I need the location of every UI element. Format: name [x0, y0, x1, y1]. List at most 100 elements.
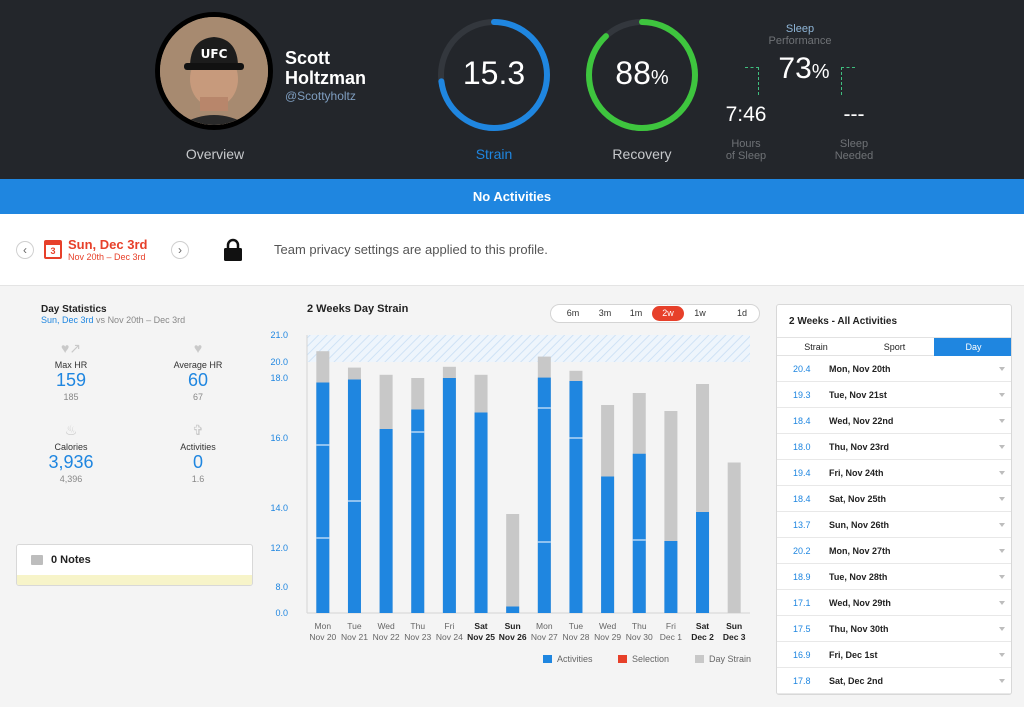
x-tick-day: Wed: [377, 621, 395, 631]
activity-row[interactable]: 17.8 Sat, Dec 2nd: [777, 668, 1011, 694]
activity-bar[interactable]: [474, 412, 488, 614]
range-2w-button[interactable]: 2w: [652, 306, 684, 321]
x-tick-day: Sun: [726, 621, 742, 631]
x-tick-date: Nov 21: [341, 632, 368, 642]
x-tick-date: Nov 29: [594, 632, 621, 642]
legend-swatch: [543, 655, 552, 663]
chevron-down-icon[interactable]: [999, 393, 1005, 397]
lock-icon: [223, 238, 243, 262]
x-tick-date: Nov 25: [467, 632, 495, 642]
legend-selection: Selection: [618, 654, 669, 664]
strain-gauge[interactable]: 15.3: [436, 17, 552, 133]
row-strain: 18.9: [793, 572, 811, 582]
x-tick-day: Thu: [410, 621, 425, 631]
stat-calories: ♨ Calories 3,936 4,396: [26, 422, 116, 484]
chevron-down-icon[interactable]: [999, 679, 1005, 683]
activity-row[interactable]: 20.4 Mon, Nov 20th: [777, 356, 1011, 382]
notes-input-bar[interactable]: [17, 575, 252, 585]
note-icon: [31, 555, 43, 565]
max-strain-band: [307, 335, 750, 362]
y-tick-label: 20.0: [270, 357, 288, 367]
prev-day-button[interactable]: ‹: [16, 241, 34, 259]
chevron-down-icon[interactable]: [999, 601, 1005, 605]
row-date: Fri, Dec 1st: [829, 650, 878, 660]
y-tick-label: 16.0: [270, 433, 288, 443]
chevron-down-icon[interactable]: [999, 445, 1005, 449]
calendar-icon[interactable]: 3: [44, 240, 62, 259]
activity-bar[interactable]: [411, 409, 425, 614]
chevron-down-icon[interactable]: [999, 549, 1005, 553]
avatar[interactable]: UFC: [155, 12, 273, 130]
recovery-value: 88%: [615, 55, 669, 91]
activity-row[interactable]: 18.9 Tue, Nov 28th: [777, 564, 1011, 590]
all-activities-panel: 2 Weeks - All Activities Strain Sport Da…: [776, 304, 1012, 695]
activity-row[interactable]: 17.1 Wed, Nov 29th: [777, 590, 1011, 616]
x-tick-date: Dec 1: [660, 632, 682, 642]
strain-label[interactable]: Strain: [475, 146, 513, 162]
row-date: Tue, Nov 21st: [829, 390, 887, 400]
activity-row[interactable]: 13.7 Sun, Nov 26th: [777, 512, 1011, 538]
row-strain: 20.2: [793, 546, 811, 556]
selected-date[interactable]: Sun, Dec 3rd: [68, 237, 148, 252]
activity-bar[interactable]: [506, 606, 520, 614]
chevron-down-icon[interactable]: [999, 471, 1005, 475]
activity-row[interactable]: 18.4 Wed, Nov 22nd: [777, 408, 1011, 434]
strain-ring: [438, 19, 550, 131]
heart-icon: ♥: [193, 340, 203, 356]
range-1w-button[interactable]: 1w: [694, 308, 706, 318]
date-navigation-bar: ‹ 3 Sun, Dec 3rd Nov 20th – Dec 3rd › Te…: [0, 214, 1024, 286]
profile-name: Scott Holtzman: [285, 48, 366, 88]
activity-bar[interactable]: [316, 382, 330, 614]
range-1d-button[interactable]: 1d: [736, 308, 747, 318]
sleep-performance-title: Sleep Performance: [768, 23, 832, 47]
x-tick-date: Nov 24: [436, 632, 463, 642]
chevron-down-icon[interactable]: [999, 627, 1005, 631]
chevron-down-icon[interactable]: [999, 367, 1005, 371]
activity-bar[interactable]: [696, 512, 710, 613]
activity-bar[interactable]: [442, 378, 456, 613]
chevron-down-icon[interactable]: [999, 575, 1005, 579]
activity-bar[interactable]: [664, 541, 678, 613]
activity-bar[interactable]: [347, 379, 361, 614]
range-6m-button[interactable]: 6m: [566, 308, 580, 318]
tab-strain[interactable]: Strain: [804, 342, 828, 352]
chevron-down-icon[interactable]: [999, 419, 1005, 423]
activity-bar[interactable]: [601, 476, 615, 614]
overview-label[interactable]: Overview: [185, 146, 245, 162]
activity-row[interactable]: 19.4 Fri, Nov 24th: [777, 460, 1011, 486]
chevron-down-icon[interactable]: [999, 653, 1005, 657]
activity-bar[interactable]: [569, 381, 583, 613]
activity-row[interactable]: 19.3 Tue, Nov 21st: [777, 382, 1011, 408]
activity-bar[interactable]: [537, 377, 551, 613]
day-strain-bar[interactable]: [727, 462, 741, 614]
activity-row[interactable]: 20.2 Mon, Nov 27th: [777, 538, 1011, 564]
sleep-hours-label: Hours of Sleep: [725, 138, 767, 162]
privacy-notice: Team privacy settings are applied to thi…: [274, 242, 548, 257]
recovery-ring: [586, 19, 698, 131]
chevron-down-icon[interactable]: [999, 497, 1005, 501]
day-strain-bar[interactable]: [506, 514, 520, 613]
activity-row[interactable]: 18.4 Sat, Nov 25th: [777, 486, 1011, 512]
activity-row[interactable]: 17.5 Thu, Nov 30th: [777, 616, 1011, 642]
activity-bar[interactable]: [632, 453, 646, 613]
y-tick-label: 18.0: [270, 373, 288, 383]
activity-row[interactable]: 16.9 Fri, Dec 1st: [777, 642, 1011, 668]
sleep-performance-value[interactable]: 73%: [778, 52, 830, 85]
recovery-gauge[interactable]: 88%: [584, 17, 700, 133]
range-3m-button[interactable]: 3m: [598, 308, 612, 318]
row-date: Sat, Dec 2nd: [829, 676, 884, 686]
profile-handle[interactable]: @Scottyholtz: [285, 89, 356, 103]
activity-bar[interactable]: [379, 429, 393, 613]
range-1m-button[interactable]: 1m: [629, 308, 643, 318]
tab-day[interactable]: Day: [934, 338, 1011, 356]
notes-card[interactable]: 0 Notes: [16, 544, 253, 586]
activity-row[interactable]: 18.0 Thu, Nov 23rd: [777, 434, 1011, 460]
next-day-button[interactable]: ›: [171, 241, 189, 259]
gauge-fill: [586, 19, 698, 131]
chevron-down-icon[interactable]: [999, 523, 1005, 527]
flame-icon: ♨: [64, 422, 78, 438]
day-statistics-subtitle: Sun, Dec 3rd vs Nov 20th – Dec 3rd: [41, 315, 186, 325]
tab-sport[interactable]: Sport: [883, 342, 906, 352]
recovery-label[interactable]: Recovery: [612, 146, 672, 162]
